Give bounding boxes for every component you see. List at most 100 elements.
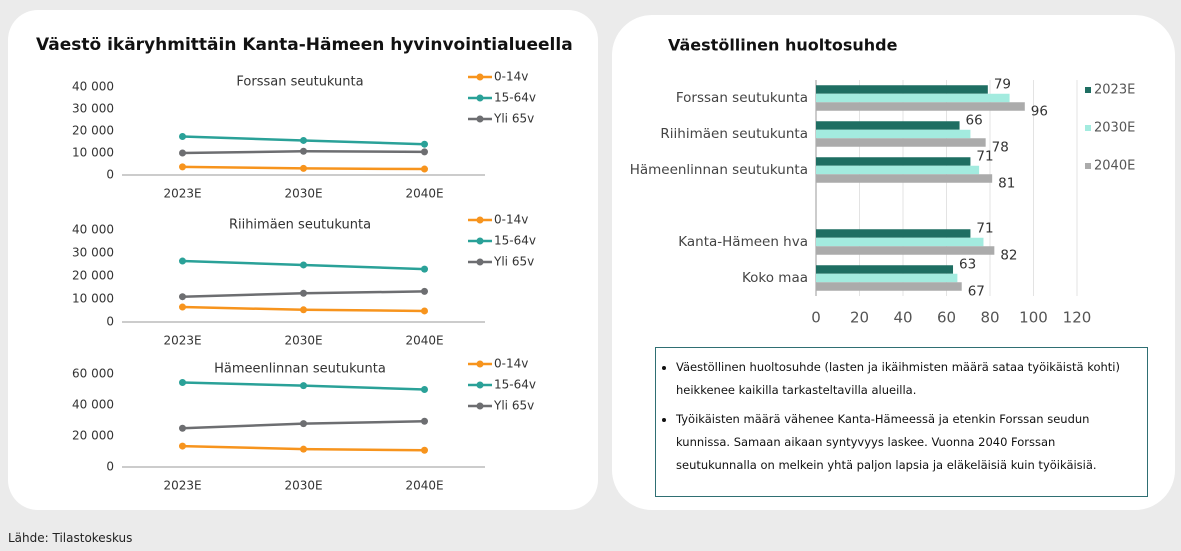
bar [816, 174, 993, 183]
x-tick-label: 2030E [284, 187, 322, 201]
legend-dot [476, 94, 484, 102]
x-tick-label: 20 [850, 309, 869, 327]
point [421, 446, 428, 454]
data-label: 66 [966, 113, 983, 129]
data-label: 71 [976, 221, 993, 237]
x-tick-label: 2030E [284, 479, 322, 493]
panel-title: Väestö ikäryhmittäin Kanta-Hämeen hyvinv… [36, 35, 573, 55]
data-label: 67 [968, 284, 985, 300]
x-tick-label: 100 [1019, 309, 1048, 327]
x-tick-label: 2040E [405, 479, 443, 493]
bar [816, 121, 960, 130]
legend-label: 2023E [1094, 83, 1135, 98]
note: Työikäisten määrä vähenee Kanta-Hämeessä… [676, 408, 1139, 477]
y-tick-label: 30 000 [72, 246, 114, 260]
chart-title: Väestöllinen huoltosuhde [668, 36, 898, 55]
chart-title: Hämeenlinnan seutukunta [214, 362, 386, 377]
legend-dot [476, 402, 484, 410]
legend-label: Yli 65v [493, 399, 534, 413]
y-tick-label: 20 000 [72, 269, 114, 283]
bar [816, 85, 988, 94]
point [300, 261, 307, 269]
y-tick-label: 0 [106, 460, 114, 474]
x-tick-label: 120 [1063, 309, 1092, 327]
data-label: 96 [1031, 104, 1048, 120]
y-tick-label: 60 000 [72, 367, 114, 381]
point [300, 136, 307, 144]
bar [816, 102, 1025, 111]
point [421, 307, 428, 315]
legend-dot [476, 258, 484, 266]
point [421, 140, 428, 148]
point [421, 265, 428, 273]
x-tick-label: 80 [980, 309, 999, 327]
legend-swatch [1085, 163, 1091, 169]
point [300, 289, 307, 297]
bar [816, 138, 986, 147]
x-tick-label: 2023E [163, 479, 201, 493]
legend-label: 0-14v [494, 70, 528, 84]
y-tick-label: 10 000 [72, 146, 114, 160]
y-tick-label: Hämeenlinnan seutukunta [630, 162, 808, 178]
point [179, 303, 186, 311]
point [179, 379, 186, 387]
legend-label: 2030E [1094, 121, 1135, 136]
point [421, 165, 428, 173]
data-label: 82 [1000, 248, 1017, 264]
bar [816, 165, 980, 175]
point [179, 163, 186, 171]
legend-label: 0-14v [494, 357, 528, 371]
legend-dot [476, 73, 484, 81]
bar [816, 282, 962, 291]
x-tick-label: 2030E [284, 334, 322, 348]
chart-title: Forssan seutukunta [236, 75, 363, 90]
y-tick-label: Forssan seutukunta [676, 90, 808, 106]
legend-label: 0-14v [494, 213, 528, 227]
point [300, 445, 307, 453]
legend-dot [476, 216, 484, 224]
point [179, 257, 186, 265]
bar [816, 229, 971, 238]
legend-label: 15-64v [494, 378, 536, 392]
y-tick-label: Riihimäen seutukunta [660, 126, 808, 142]
legend-label: 15-64v [494, 91, 536, 105]
point [421, 148, 428, 156]
y-tick-label: Koko maa [742, 270, 808, 286]
x-tick-label: 60 [937, 309, 956, 327]
chart-title: Riihimäen seutukunta [229, 218, 371, 233]
point [421, 287, 428, 295]
x-tick-label: 40 [893, 309, 912, 327]
bar [816, 273, 958, 283]
data-label: 81 [998, 176, 1015, 192]
legend-label: Yli 65v [493, 255, 534, 269]
y-tick-label: Kanta-Hämeen hva [678, 234, 808, 250]
source: Lähde: Tilastokeskus [8, 531, 133, 545]
x-tick-label: 2023E [163, 334, 201, 348]
bar [816, 129, 971, 139]
point [179, 442, 186, 450]
data-label: 63 [959, 257, 976, 273]
data-label: 71 [976, 149, 993, 165]
legend-dot [476, 381, 484, 389]
point [421, 386, 428, 393]
y-tick-label: 0 [106, 168, 114, 182]
left-card [8, 10, 598, 510]
legend-dot [476, 360, 484, 368]
y-tick-label: 40 000 [72, 80, 114, 94]
point [421, 417, 428, 425]
legend-dot [476, 237, 484, 245]
y-tick-label: 40 000 [72, 223, 114, 237]
legend-label: 2040E [1094, 159, 1135, 174]
notes-list: Väestöllinen huoltosuhde (lasten ja ikäi… [664, 356, 1139, 477]
y-tick-label: 40 000 [72, 398, 114, 412]
point [300, 382, 307, 390]
legend-swatch [1085, 87, 1091, 93]
notes-box: Väestöllinen huoltosuhde (lasten ja ikäi… [655, 347, 1148, 497]
data-label: 78 [992, 140, 1009, 156]
point [300, 420, 307, 428]
point [179, 424, 186, 432]
bar [816, 237, 984, 247]
x-tick-label: 2040E [405, 334, 443, 348]
legend-label: 15-64v [494, 234, 536, 248]
